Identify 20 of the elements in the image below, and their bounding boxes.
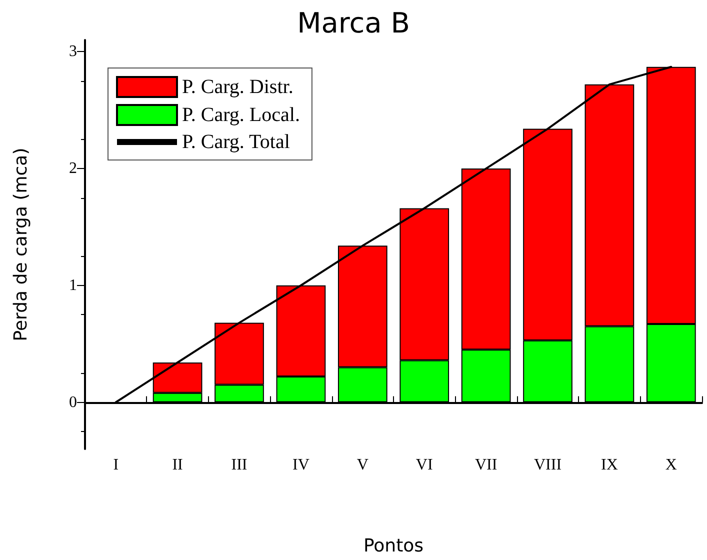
y-axis-title: Perda de carga (mca) [10,148,32,342]
y-tick-label: 0 [69,394,77,411]
y-tick-label: 1 [69,276,77,294]
x-tick-label: I [113,456,119,474]
x-tick-label: X [665,456,678,474]
legend-label: P. Carg. Distr. [182,76,294,98]
x-tick-label: II [172,456,183,474]
x-tick-label: VI [416,456,433,474]
x-tick-label: V [356,456,369,474]
x-tick-label: IV [292,456,310,474]
x-tick-label: VIII [534,456,562,474]
x-tick-label: III [231,456,248,474]
legend-label: P. Carg. Total [182,131,290,153]
x-tick-label: VII [474,456,498,474]
chart-title: Marca B [297,6,410,40]
x-axis-title: Pontos [363,536,424,556]
y-tick-label: 2 [69,160,77,178]
x-tick-label: IX [601,456,618,474]
legend-label: P. Carg. Local. [182,104,300,126]
y-tick-label: 3 [69,43,77,60]
